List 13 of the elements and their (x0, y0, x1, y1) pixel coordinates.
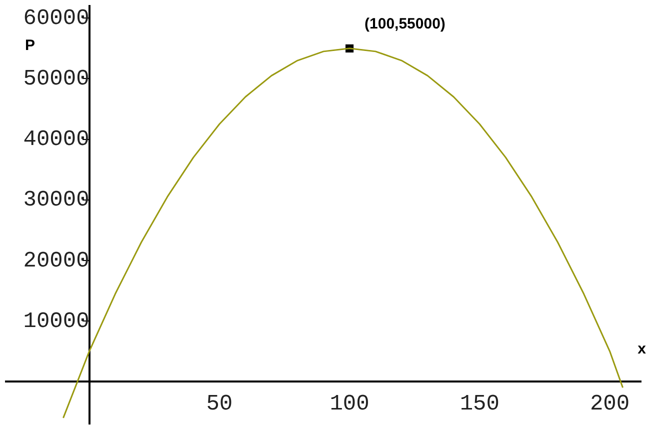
y-axis-title: P (24, 37, 36, 54)
y-tick-label: 10000 (23, 308, 90, 334)
y-tick-label: 60000 (23, 6, 90, 31)
y-tick-label: 40000 (23, 127, 90, 152)
x-tick-label: 50 (206, 392, 233, 417)
x-tick-label: 200 (590, 392, 630, 417)
annotation: (100,55000) (364, 15, 446, 32)
x-tick-label: 100 (330, 392, 370, 417)
x-tick-label: 150 (460, 392, 500, 417)
y-tick-label: 20000 (23, 248, 90, 274)
x-axis-title: x (638, 340, 647, 358)
y-tick-label: 30000 (23, 188, 90, 213)
y-tick-label: 50000 (23, 66, 90, 92)
